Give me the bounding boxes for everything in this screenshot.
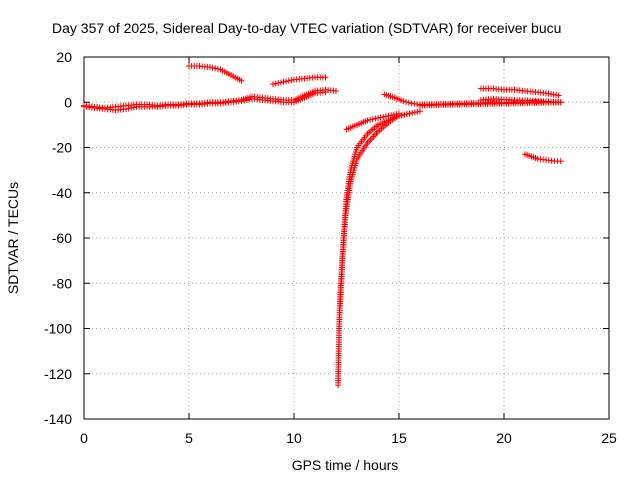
data-point <box>403 111 410 118</box>
y-tick-label: 0 <box>64 94 72 110</box>
data-point <box>409 109 416 116</box>
data-point <box>288 77 295 84</box>
data-point <box>401 111 408 118</box>
data-point <box>364 117 371 124</box>
x-tick-label: 5 <box>185 430 193 446</box>
data-point <box>243 96 250 103</box>
data-point <box>275 80 282 87</box>
data-point <box>207 64 213 71</box>
data-point <box>333 87 339 94</box>
data-point <box>377 114 384 121</box>
y-tick-label: -80 <box>52 275 72 291</box>
data-point <box>380 113 387 120</box>
x-tick-labels: 0 5 10 15 20 25 <box>80 430 617 446</box>
y-tick-label: -40 <box>52 185 72 201</box>
data-point <box>285 77 292 84</box>
data-point <box>403 98 409 105</box>
y-tick-label: 20 <box>56 49 72 65</box>
y-tick-label: -20 <box>52 140 72 156</box>
data-point <box>400 98 407 105</box>
data-point <box>283 78 290 85</box>
data-point <box>277 79 284 86</box>
data-point <box>417 108 423 115</box>
x-tick-label: 25 <box>601 430 617 446</box>
y-tick-label: -100 <box>44 321 72 337</box>
data-point <box>414 108 421 115</box>
y-tick-label: -60 <box>52 230 72 246</box>
data-point <box>369 116 376 123</box>
data-point <box>125 105 132 112</box>
data-point <box>555 99 562 106</box>
data-point <box>128 104 135 111</box>
data-point <box>367 116 374 123</box>
x-tick-label: 0 <box>80 430 88 446</box>
data-point <box>212 65 219 72</box>
data-point <box>393 111 400 118</box>
y-tick-label: -140 <box>44 411 72 427</box>
chart-title: Day 357 of 2025, Sidereal Day-to-day VTE… <box>52 20 561 36</box>
x-axis-label: GPS time / hours <box>292 457 399 473</box>
data-point <box>396 110 402 117</box>
x-tick-label: 15 <box>391 430 407 446</box>
data-point <box>123 106 129 113</box>
y-axis-label: SDTVAR / TECUs <box>5 182 21 294</box>
data-point <box>241 97 248 104</box>
data-point <box>405 99 412 106</box>
data-point <box>280 78 287 85</box>
data-point <box>238 77 245 84</box>
data-point <box>322 89 329 96</box>
data-point <box>385 112 392 119</box>
data-point <box>411 109 418 116</box>
data-point <box>246 96 253 103</box>
data-point <box>555 92 562 99</box>
data-point <box>238 98 245 105</box>
x-tick-label: 20 <box>496 430 512 446</box>
data-point <box>390 111 397 118</box>
data-point <box>214 65 221 72</box>
data-point <box>382 113 389 120</box>
data-point <box>372 115 379 122</box>
data-markers <box>81 63 564 389</box>
data-point <box>270 81 276 88</box>
data-point <box>557 158 564 165</box>
data-point <box>272 80 279 87</box>
x-tick-label: 10 <box>286 430 302 446</box>
data-point <box>130 104 137 111</box>
y-tick-label: -120 <box>44 366 72 382</box>
data-point <box>322 74 329 81</box>
data-point <box>388 112 395 119</box>
data-point <box>209 64 216 71</box>
data-point <box>375 115 381 122</box>
axis-ticks <box>83 56 610 420</box>
y-tick-labels: -140 -120 -100 -80 -60 -40 -20 0 20 <box>44 49 72 427</box>
data-point <box>406 110 413 117</box>
